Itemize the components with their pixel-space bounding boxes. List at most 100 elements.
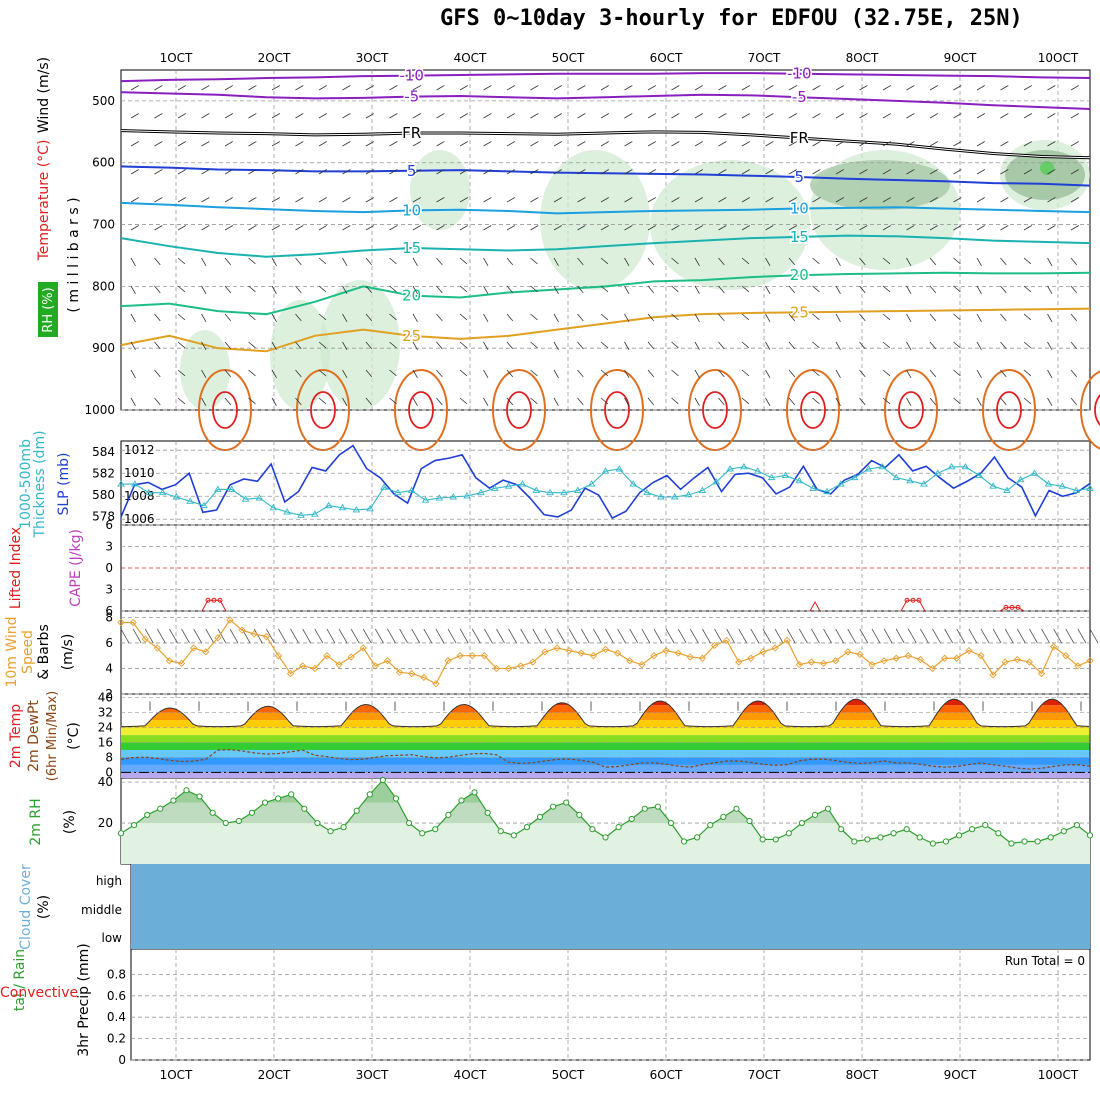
- wind-barb: [483, 341, 489, 350]
- rh-marker: [982, 821, 989, 829]
- wind-barb: [224, 225, 233, 231]
- wind-barb: [1023, 113, 1032, 119]
- thickness-marker: [767, 473, 776, 481]
- surface-wind-barb: [459, 628, 469, 644]
- wind-speed-marker: [965, 646, 973, 655]
- wind-barb: [224, 141, 233, 147]
- warm-contour-loop: [408, 391, 434, 429]
- surface-wind-barb: [689, 628, 699, 644]
- wind-barb: [765, 341, 771, 350]
- rh-tick: 20: [98, 816, 113, 830]
- wind-barb: [718, 397, 725, 406]
- wind-barb: [130, 225, 139, 231]
- rh-marker: [995, 830, 1002, 837]
- wind-barb: [906, 341, 912, 350]
- wind-barb: [1000, 141, 1009, 147]
- date-label-top: 1OCT: [160, 51, 193, 65]
- wind-barb: [812, 341, 820, 349]
- wind-barb: [154, 113, 163, 119]
- wind-barb: [1023, 369, 1032, 377]
- wind-barb: [436, 85, 445, 91]
- wind-speed-marker: [262, 632, 270, 641]
- wind-speed-marker: [250, 630, 258, 638]
- wind-barb: [929, 113, 938, 119]
- wind-barb: [694, 285, 700, 294]
- rh-marker: [576, 811, 583, 818]
- li-tick: 3: [105, 583, 113, 597]
- rh-marker: [157, 805, 164, 812]
- warm-contour-loop: [604, 391, 630, 429]
- contour-label: 25: [402, 327, 421, 345]
- wind-barb: [342, 285, 348, 294]
- ylabel-cape: CAPE (J/kg): [68, 529, 84, 607]
- surface-wind-barb: [156, 628, 166, 644]
- wind-barb: [835, 285, 841, 294]
- wind-speed-marker: [274, 652, 283, 660]
- thickness-marker: [158, 488, 167, 496]
- wind-barb: [154, 285, 161, 294]
- wind-barb: [976, 369, 982, 378]
- rh-marker: [497, 828, 504, 835]
- surface-wind-barb: [484, 628, 493, 644]
- wind-barb: [224, 369, 232, 378]
- rh-marker: [955, 832, 963, 839]
- wind-barb: [1023, 197, 1032, 203]
- thickness-marker: [961, 462, 970, 470]
- wind-barb: [647, 141, 656, 147]
- wind-barb: [506, 225, 515, 231]
- contour-line: [120, 72, 1091, 83]
- wind-barb: [365, 225, 374, 231]
- wind-barb: [671, 113, 680, 119]
- wind-barb: [436, 169, 445, 175]
- surface-wind-barb: [253, 628, 263, 644]
- ylabel-convective: Convective: [0, 985, 78, 1001]
- wind-speed-marker: [577, 649, 585, 657]
- wind-speed-marker: [456, 652, 464, 660]
- wind-barb: [389, 341, 397, 349]
- wind-barb: [600, 141, 609, 147]
- thickness-marker: [629, 480, 637, 487]
- thickness-marker: [989, 482, 997, 489]
- warm-contour-loop: [310, 391, 336, 429]
- rh-marker: [654, 803, 661, 810]
- rh-marker: [1021, 838, 1028, 845]
- surface-wind-barb: [738, 628, 748, 644]
- wind-barb: [741, 369, 750, 377]
- date-label-bottom: 4OCT: [454, 1068, 487, 1082]
- rh-marker: [1073, 821, 1081, 829]
- wind-barb: [929, 397, 937, 406]
- temp-tick: 40: [98, 691, 113, 705]
- wind-barb: [1000, 85, 1009, 91]
- series-line: [121, 466, 1091, 516]
- rh-marker: [916, 834, 923, 841]
- wind-barb: [154, 369, 161, 378]
- wind-barb: [224, 169, 233, 175]
- wind-barb: [624, 313, 630, 322]
- wind-speed-marker: [371, 662, 379, 670]
- rh-marker: [838, 826, 845, 833]
- wind-barb: [1070, 85, 1079, 91]
- slp-tick: 1006: [124, 512, 155, 526]
- precip-tick: 0.2: [107, 1032, 126, 1046]
- wind-barb: [483, 113, 492, 119]
- wind-barb: [1047, 341, 1053, 350]
- wind-barb: [671, 169, 680, 175]
- wind-speed-marker: [928, 664, 937, 673]
- wind-speed-marker: [347, 653, 355, 661]
- date-label-bottom: 7OCT: [748, 1068, 781, 1082]
- wind-barb: [788, 397, 796, 406]
- wind-barb: [1000, 341, 1007, 350]
- thickness-marker: [131, 480, 139, 487]
- ylabel-ms: (m/s): [60, 634, 76, 671]
- wind-speed-marker: [722, 636, 731, 645]
- wind-barb: [224, 285, 232, 294]
- wind-speed-marker: [1001, 658, 1009, 666]
- li-tick: 0: [105, 561, 113, 575]
- thickness-marker: [214, 485, 222, 492]
- wind-speed-marker: [444, 657, 452, 665]
- wind-barb: [976, 285, 982, 294]
- wind-speed-marker: [1062, 652, 1070, 660]
- wind-barb: [271, 141, 280, 147]
- wind-barb: [295, 257, 302, 266]
- surface-wind-barb: [278, 628, 287, 644]
